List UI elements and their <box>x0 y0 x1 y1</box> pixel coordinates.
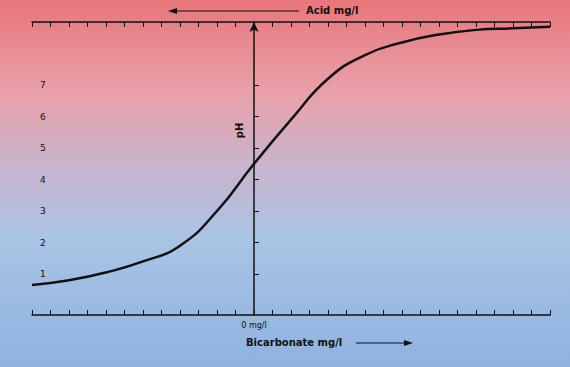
svg-text:2: 2 <box>40 238 46 248</box>
svg-text:0 mg/l: 0 mg/l <box>241 321 266 330</box>
svg-text:1: 1 <box>40 269 46 279</box>
svg-text:7: 7 <box>40 80 46 90</box>
svg-text:4: 4 <box>40 175 46 185</box>
svg-text:pH: pH <box>234 123 245 139</box>
svg-text:6: 6 <box>40 112 46 122</box>
svg-text:Acid mg/l: Acid mg/l <box>306 5 358 16</box>
svg-text:3: 3 <box>40 206 46 216</box>
svg-text:5: 5 <box>40 143 46 153</box>
svg-text:Bicarbonate mg/l: Bicarbonate mg/l <box>246 337 342 348</box>
